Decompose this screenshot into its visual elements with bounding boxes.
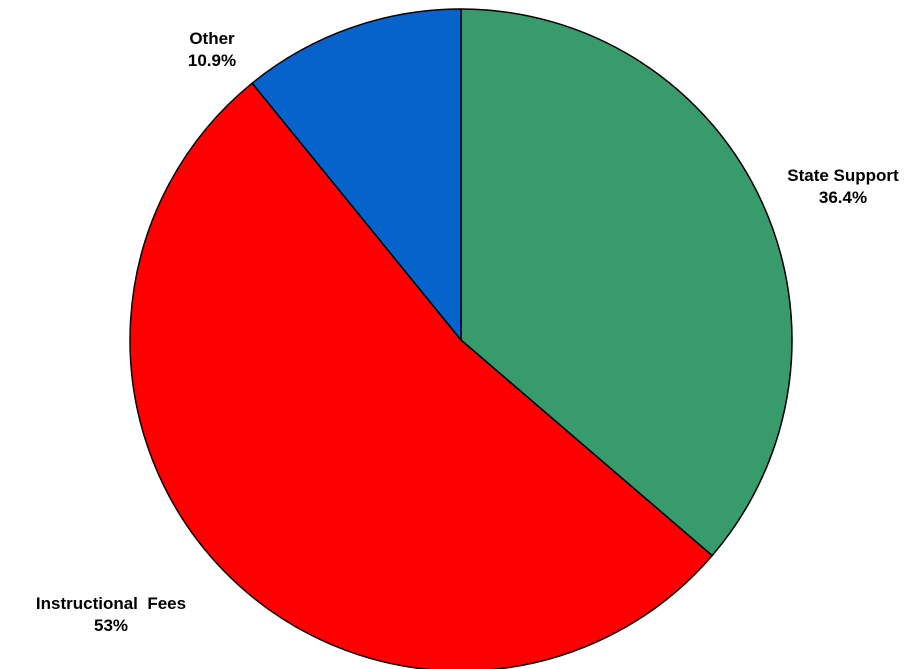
slice-label-value: 10.9% [188, 51, 236, 70]
pie-slice-state-support [460, 8, 793, 557]
slice-label-name: State Support [787, 166, 899, 185]
pie-slice-other [251, 8, 462, 343]
pie-slice-instructional-fees [129, 82, 714, 669]
slice-label-value: 53% [94, 616, 128, 635]
pie-slices [129, 8, 793, 669]
slice-label-name: Instructional Fees [36, 594, 186, 613]
slice-label-value: 36.4% [819, 188, 867, 207]
slice-label-name: Other [189, 29, 235, 48]
